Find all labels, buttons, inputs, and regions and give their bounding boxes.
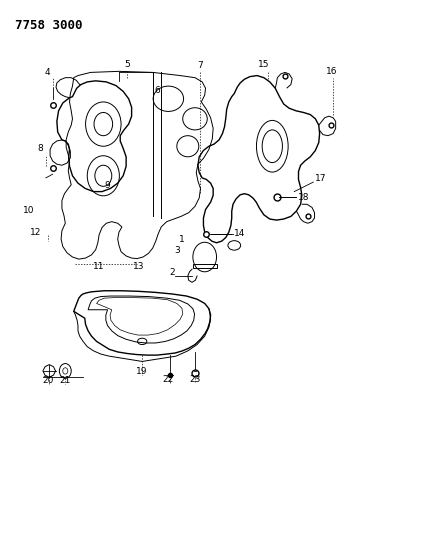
Text: 15: 15	[258, 60, 270, 69]
Text: 2: 2	[169, 268, 175, 277]
Text: 7758 3000: 7758 3000	[15, 19, 83, 31]
Text: 10: 10	[23, 206, 35, 215]
Text: 20: 20	[42, 376, 53, 385]
Text: 18: 18	[297, 193, 309, 203]
Text: 1: 1	[179, 236, 185, 244]
Text: 8: 8	[37, 143, 43, 152]
Text: 5: 5	[125, 60, 130, 69]
Text: 9: 9	[105, 181, 110, 190]
Text: 13: 13	[133, 262, 145, 271]
Text: 7: 7	[198, 61, 203, 70]
Text: 14: 14	[234, 229, 246, 238]
Text: 4: 4	[45, 68, 50, 77]
Text: 3: 3	[174, 246, 180, 255]
Text: 11: 11	[93, 262, 105, 271]
Text: 19: 19	[137, 367, 148, 376]
Text: 16: 16	[326, 67, 337, 76]
Text: 22: 22	[162, 375, 173, 384]
Text: 6: 6	[154, 86, 160, 95]
Text: 12: 12	[30, 228, 42, 237]
Text: 17: 17	[315, 174, 326, 183]
Text: 23: 23	[189, 375, 201, 384]
Text: 21: 21	[59, 376, 71, 385]
